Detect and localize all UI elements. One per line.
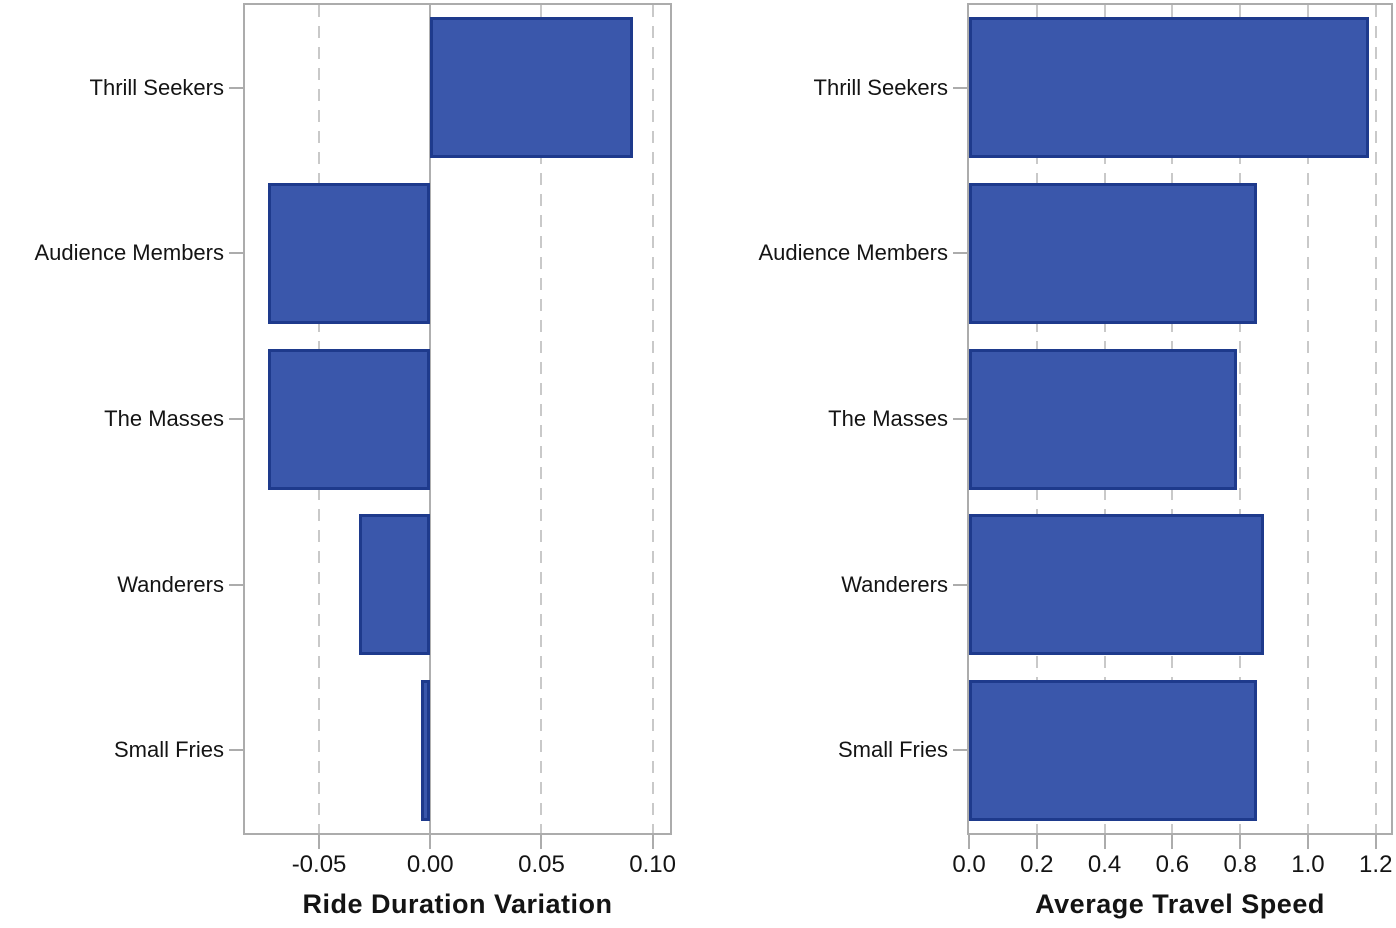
bar bbox=[359, 514, 431, 656]
bar bbox=[430, 17, 633, 159]
category-label: Wanderers bbox=[841, 571, 948, 597]
y-axis-tick bbox=[953, 418, 967, 420]
bar bbox=[969, 348, 1237, 490]
x-tick-label: 1.2 bbox=[1359, 851, 1393, 878]
x-tick-label: 0.0 bbox=[952, 851, 986, 878]
category-label: Thrill Seekers bbox=[89, 74, 224, 100]
category-label: Small Fries bbox=[837, 737, 948, 763]
y-axis-tick bbox=[953, 749, 967, 752]
y-axis-tick bbox=[953, 583, 967, 586]
x-tick-label: 0.10 bbox=[629, 851, 676, 878]
y-axis-tick bbox=[229, 583, 243, 586]
x-tick-label: -0.05 bbox=[291, 851, 347, 878]
x-axis-tick bbox=[1103, 835, 1106, 849]
x-tick-label: 1.0 bbox=[1291, 851, 1325, 878]
x-axis-tick bbox=[968, 835, 970, 849]
gridline bbox=[651, 5, 654, 833]
x-axis-tick bbox=[1171, 835, 1174, 849]
category-label: Audience Members bbox=[34, 240, 224, 266]
gridline bbox=[1239, 5, 1242, 833]
bar bbox=[267, 348, 431, 490]
y-axis-tick bbox=[229, 418, 243, 420]
zero-reference-line bbox=[429, 5, 432, 833]
y-axis-tick bbox=[229, 749, 243, 752]
x-tick-label: 0.4 bbox=[1087, 851, 1122, 878]
x-tick-label: 0.6 bbox=[1155, 851, 1190, 878]
plot-area bbox=[967, 3, 1393, 835]
x-axis-title-average-travel-speed: Average Travel Speed bbox=[1035, 889, 1325, 919]
y-axis-tick bbox=[229, 252, 243, 255]
category-label: Thrill Seekers bbox=[813, 74, 948, 100]
x-axis-tick bbox=[651, 835, 654, 849]
bar bbox=[421, 679, 431, 821]
gridline bbox=[540, 5, 543, 833]
x-axis-title-ride-duration-variation: Ride Duration Variation bbox=[302, 889, 613, 919]
x-axis-tick bbox=[1239, 835, 1242, 849]
bar bbox=[969, 679, 1258, 821]
category-label: The Masses bbox=[828, 406, 948, 431]
x-axis-tick bbox=[429, 835, 432, 849]
x-axis-tick bbox=[1035, 835, 1038, 849]
x-tick-label: 0.00 bbox=[406, 851, 454, 878]
category-label: Audience Members bbox=[758, 240, 948, 266]
gridline bbox=[1374, 5, 1377, 833]
category-label: Small Fries bbox=[113, 737, 224, 763]
gridline bbox=[1306, 5, 1309, 833]
y-axis-tick bbox=[953, 86, 967, 89]
y-axis-tick bbox=[229, 86, 243, 89]
x-tick-label: 0.8 bbox=[1223, 851, 1257, 878]
category-label: Wanderers bbox=[117, 571, 224, 597]
bar bbox=[969, 182, 1258, 324]
x-axis-tick bbox=[318, 835, 321, 849]
y-axis-tick bbox=[953, 252, 967, 255]
bar bbox=[267, 182, 431, 324]
plot-area bbox=[243, 3, 672, 835]
category-label: The Masses bbox=[104, 406, 224, 431]
bar bbox=[969, 514, 1264, 656]
x-tick-label: 0.05 bbox=[518, 851, 565, 878]
x-axis-tick bbox=[1306, 835, 1309, 849]
x-axis-tick bbox=[1374, 835, 1377, 849]
bar bbox=[969, 17, 1369, 159]
x-axis-tick bbox=[540, 835, 543, 849]
x-tick-label: 0.2 bbox=[1020, 851, 1054, 878]
